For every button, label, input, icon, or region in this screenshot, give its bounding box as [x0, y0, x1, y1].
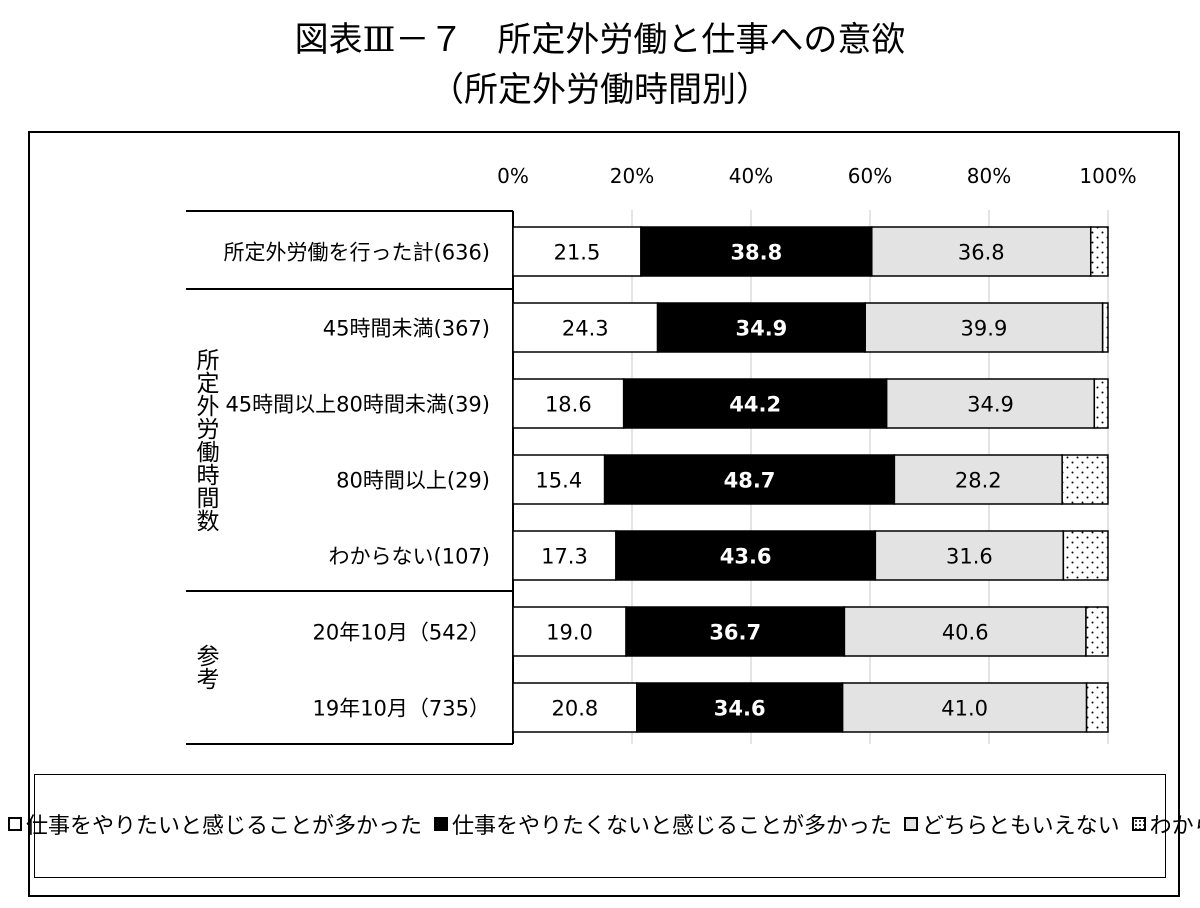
x-tick-label: 0% — [497, 164, 529, 188]
legend-swatch — [1131, 817, 1146, 831]
bar-segment — [1085, 606, 1109, 657]
bar-segment — [1093, 378, 1109, 429]
bar-segment — [1062, 530, 1109, 581]
legend-swatch — [8, 817, 22, 831]
bar-segment — [615, 530, 877, 581]
bar-segment — [636, 682, 844, 733]
data-label: 21.5 — [554, 241, 601, 265]
bar-segment — [512, 530, 617, 581]
data-label: 43.6 — [720, 545, 772, 569]
legend-swatch — [434, 817, 449, 831]
bar-segment — [864, 302, 1104, 353]
bar-segment — [640, 226, 873, 277]
legend-label: どちらともいえない — [922, 814, 1120, 839]
data-label: 15.4 — [535, 469, 582, 493]
data-label: 39.9 — [961, 317, 1008, 341]
bar-segment — [1061, 454, 1109, 505]
category-label: 45時間以上80時間未満(39) — [225, 393, 490, 417]
legend-swatch — [904, 817, 919, 831]
category-label: 80時間以上(29) — [336, 469, 490, 493]
legend-item: わからない — [1128, 808, 1200, 840]
legend-box — [34, 774, 1166, 878]
legend: 仕事をやりたいと感じることが多かった 仕事をやりたくないと感じることが多かった どち… — [0, 808, 1200, 840]
data-label: 40.6 — [942, 621, 989, 645]
bar-segment — [512, 682, 638, 733]
data-label: 41.0 — [941, 697, 988, 721]
x-tick-label: 80% — [967, 164, 1011, 188]
bar-segment — [512, 606, 627, 657]
legend-label: 仕事をやりたいと感じることが多かった — [26, 814, 423, 839]
x-tick-label: 100% — [1079, 164, 1136, 188]
data-label: 36.7 — [709, 621, 761, 645]
category-label: 19年10月（735） — [312, 697, 490, 721]
group-label: 参考 — [192, 644, 220, 690]
bar-segment — [1085, 682, 1109, 733]
legend-label: わからない — [1149, 814, 1200, 839]
bar-segment — [512, 454, 606, 505]
data-label: 24.3 — [562, 317, 609, 341]
x-tick-label: 20% — [610, 164, 654, 188]
chart-subtitle: （所定外労働時間別） — [430, 70, 770, 110]
legend-label: 仕事をやりたくないと感じることが多かった — [452, 814, 893, 839]
category-label: 45時間未満(367) — [323, 317, 490, 341]
data-label: 34.9 — [735, 317, 787, 341]
data-label: 18.6 — [545, 393, 592, 417]
chart-title: 図表Ⅲ－７ 所定外労働と仕事への意欲 — [294, 20, 906, 60]
bar-segment — [603, 454, 896, 505]
category-label: 所定外労働を行った計(636) — [224, 241, 490, 265]
bar-segment — [1101, 302, 1109, 353]
category-label: 20年10月（542） — [312, 621, 490, 645]
data-label: 48.7 — [724, 469, 776, 493]
group-label: 所定外労働時間数 — [192, 348, 220, 532]
data-label: 36.8 — [958, 241, 1005, 265]
bar-segment — [512, 378, 625, 429]
bar-segment — [1089, 226, 1109, 277]
data-label: 20.8 — [551, 697, 598, 721]
legend-item: 仕事をやりたいと感じることが多かった — [4, 808, 422, 840]
category-label: わからない(107) — [329, 545, 490, 569]
data-label: 34.6 — [714, 697, 766, 721]
x-tick-label: 40% — [729, 164, 773, 188]
data-label: 28.2 — [955, 469, 1002, 493]
data-label: 19.0 — [546, 621, 593, 645]
data-label: 34.9 — [967, 393, 1014, 417]
bar-segment — [893, 454, 1063, 505]
legend-item: 仕事をやりたくないと感じることが多かった — [430, 808, 892, 840]
data-label: 31.6 — [946, 545, 993, 569]
data-label: 38.8 — [730, 241, 782, 265]
x-tick-label: 60% — [848, 164, 892, 188]
data-label: 44.2 — [729, 393, 781, 417]
bar-segment — [874, 530, 1065, 581]
chart-frame — [28, 131, 1180, 897]
bar-segment — [885, 378, 1096, 429]
legend-item: どちらともいえない — [900, 808, 1120, 840]
bar-segment — [656, 302, 866, 353]
bar-segment — [625, 606, 846, 657]
data-label: 17.3 — [541, 545, 588, 569]
